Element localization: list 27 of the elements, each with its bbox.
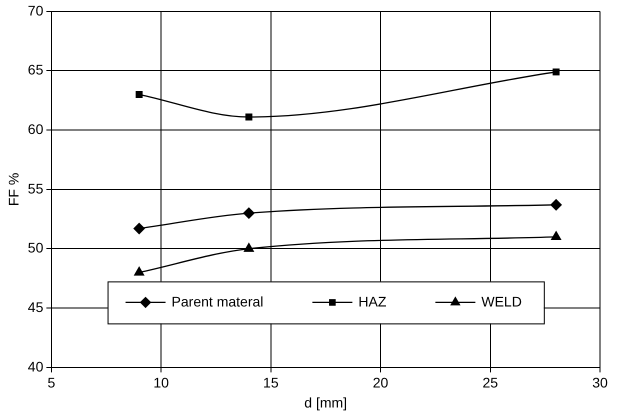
y-tick-label: 50 [28, 240, 44, 256]
x-tick-label: 10 [153, 374, 170, 391]
point [134, 222, 145, 234]
x-axis-title: d [mm] [304, 394, 348, 410]
point [136, 90, 143, 98]
point [245, 114, 252, 120]
point [550, 199, 562, 210]
legend-label: Parent materal [172, 293, 264, 310]
y-tick-label: 65 [28, 62, 44, 78]
x-tick-label: 5 [47, 374, 56, 391]
point [552, 68, 560, 76]
x-tick-label: 20 [372, 374, 389, 391]
x-tick-label: 25 [482, 374, 498, 391]
legend-label: HAZ [358, 293, 387, 310]
y-tick-label: 45 [28, 298, 44, 315]
point [134, 266, 144, 276]
y-tick-label: 70 [28, 2, 44, 18]
point [244, 243, 254, 252]
y-tick-label: 60 [28, 120, 44, 137]
y-axis-title: FF % [5, 172, 22, 206]
x-tick-label: 30 [592, 374, 608, 391]
y-tick-label: 40 [28, 358, 44, 374]
y-tick-label: 55 [28, 180, 44, 196]
point [243, 207, 255, 219]
point [551, 231, 562, 240]
x-tick-label: 15 [263, 374, 279, 391]
legend-label: WELD [481, 293, 522, 310]
